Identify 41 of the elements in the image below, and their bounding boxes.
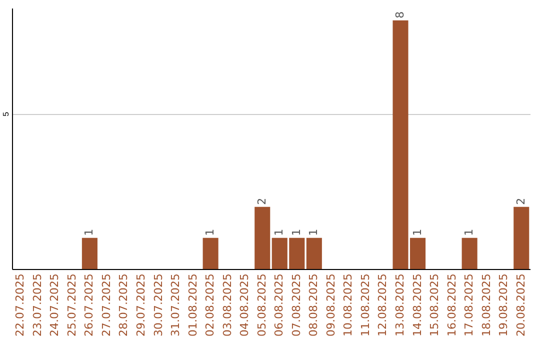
data-label: 1 xyxy=(462,228,476,236)
x-tick-label: 14.08.2025 xyxy=(410,274,424,336)
x-tick-label: 25.07.2025 xyxy=(65,274,78,336)
x-tick-label: 29.07.2025 xyxy=(134,274,148,336)
x-tick-label: 07.08.2025 xyxy=(290,274,303,336)
x-tick-label: 03.08.2025 xyxy=(220,274,234,336)
data-label: 1 xyxy=(272,228,286,236)
data-label: 2 xyxy=(255,198,268,205)
data-label: 2 xyxy=(514,198,528,205)
x-tick-label: 06.08.2025 xyxy=(272,274,286,336)
x-tick-label: 09.08.2025 xyxy=(324,274,338,336)
x-tick-label: 08.08.2025 xyxy=(307,274,320,336)
x-tick-label: 10.08.2025 xyxy=(342,274,355,336)
x-tick-label: 30.07.2025 xyxy=(152,274,165,336)
x-tick-label: 13.08.2025 xyxy=(394,274,406,336)
x-tick-label: 04.08.2025 xyxy=(238,274,252,336)
x-tick-label: 20.08.2025 xyxy=(514,274,528,336)
x-tick-label: 16.08.2025 xyxy=(445,274,458,336)
data-label: 1 xyxy=(410,228,424,236)
x-tick-label: 23.07.2025 xyxy=(30,274,44,336)
x-tick-label: 26.07.2025 xyxy=(82,274,96,336)
data-label: 8 xyxy=(394,11,406,18)
x-tick-label: 01.08.2025 xyxy=(186,274,200,336)
x-tick-label: 17.08.2025 xyxy=(462,274,476,336)
x-tick-label: 27.07.2025 xyxy=(100,274,113,336)
data-label: 1 xyxy=(82,228,96,236)
x-tick-label: 19.08.2025 xyxy=(497,274,510,336)
x-tick-label: 28.07.2025 xyxy=(117,274,130,336)
x-tick-label: 24.07.2025 xyxy=(48,274,62,336)
y-tick-label: 5 xyxy=(2,111,10,116)
x-tick-label: 11.08.2025 xyxy=(358,274,372,336)
data-label: 1 xyxy=(204,228,217,236)
x-tick-label: 18.08.2025 xyxy=(480,274,493,336)
x-tick-label: 02.08.2025 xyxy=(204,274,217,336)
x-tick-label: 15.08.2025 xyxy=(428,274,442,336)
x-tick-label: 12.08.2025 xyxy=(376,274,390,336)
data-label: 1 xyxy=(307,228,320,236)
x-tick-label: 31.07.2025 xyxy=(169,274,182,336)
x-tick-label: 05.08.2025 xyxy=(255,274,268,336)
x-tick-label: 22.07.2025 xyxy=(14,274,27,336)
data-label: 1 xyxy=(290,228,303,236)
